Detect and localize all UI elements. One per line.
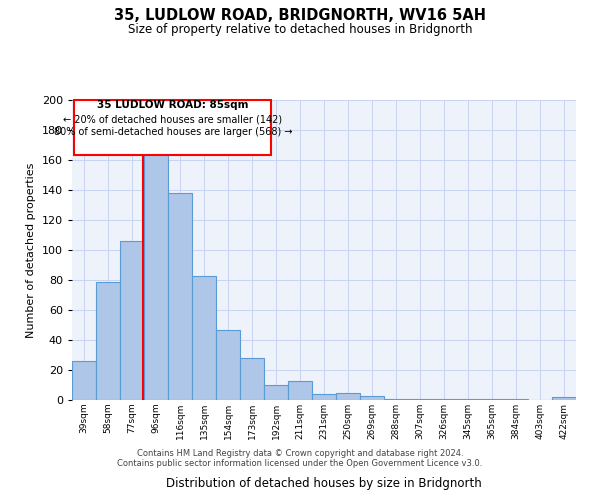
Bar	[120, 241, 144, 400]
Text: 35 LUDLOW ROAD: 85sqm: 35 LUDLOW ROAD: 85sqm	[97, 100, 248, 110]
Bar	[312, 394, 336, 400]
Y-axis label: Number of detached properties: Number of detached properties	[26, 162, 36, 338]
Bar	[504, 398, 528, 400]
Bar	[288, 380, 312, 400]
Text: Distribution of detached houses by size in Bridgnorth: Distribution of detached houses by size …	[166, 477, 482, 490]
Bar	[480, 398, 504, 400]
Bar	[384, 398, 408, 400]
Text: Contains HM Land Registry data © Crown copyright and database right 2024.: Contains HM Land Registry data © Crown c…	[137, 448, 463, 458]
Text: ← 20% of detached houses are smaller (142): ← 20% of detached houses are smaller (14…	[63, 114, 283, 124]
Text: 80% of semi-detached houses are larger (568) →: 80% of semi-detached houses are larger (…	[53, 126, 292, 136]
Bar	[192, 276, 216, 400]
Text: Size of property relative to detached houses in Bridgnorth: Size of property relative to detached ho…	[128, 22, 472, 36]
Bar	[240, 358, 264, 400]
Text: Contains public sector information licensed under the Open Government Licence v3: Contains public sector information licen…	[118, 458, 482, 468]
Bar	[432, 398, 456, 400]
Bar	[96, 282, 120, 400]
Bar	[72, 361, 96, 400]
Bar	[336, 392, 360, 400]
Bar	[144, 151, 168, 400]
FancyBboxPatch shape	[74, 100, 271, 156]
Bar	[408, 398, 432, 400]
Bar	[456, 398, 480, 400]
Bar	[264, 385, 288, 400]
Bar	[216, 330, 240, 400]
Bar	[360, 396, 384, 400]
Bar	[168, 193, 192, 400]
Text: 35, LUDLOW ROAD, BRIDGNORTH, WV16 5AH: 35, LUDLOW ROAD, BRIDGNORTH, WV16 5AH	[114, 8, 486, 22]
Bar	[552, 397, 576, 400]
